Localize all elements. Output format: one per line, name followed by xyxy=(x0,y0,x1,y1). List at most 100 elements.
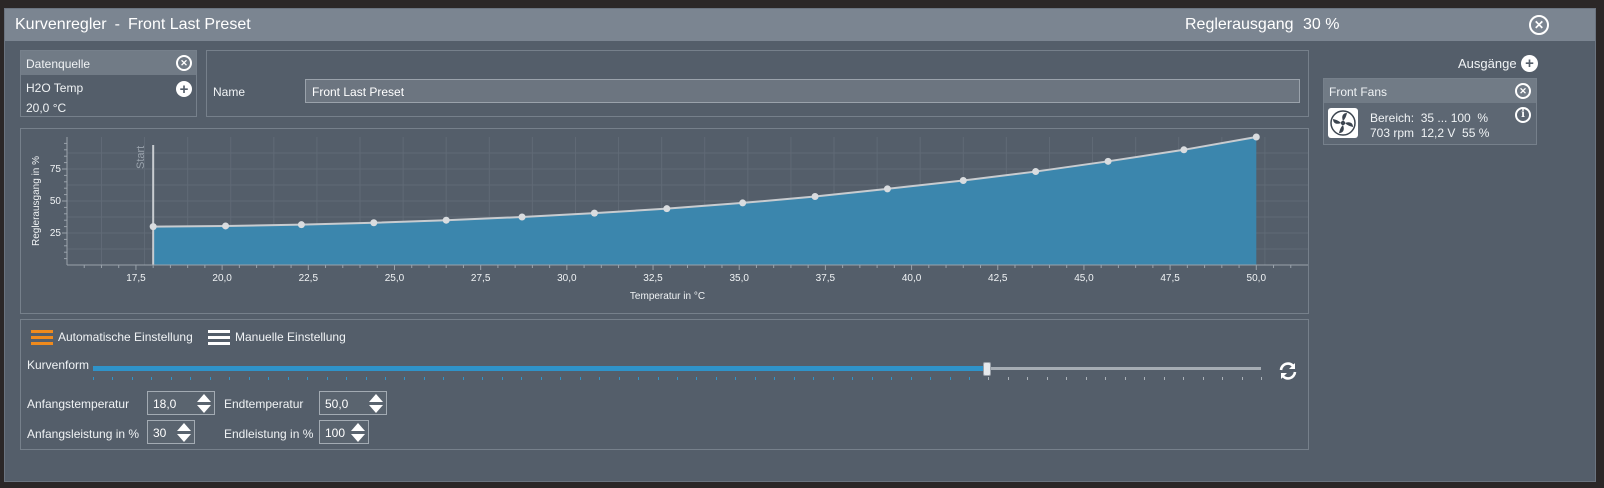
curve-point[interactable] xyxy=(297,221,305,229)
x-tick-label: 22,5 xyxy=(299,273,319,284)
window-title-preset: Front Last Preset xyxy=(127,16,251,33)
window-title-label: Kurvenregler xyxy=(15,16,107,33)
auto-settings-icon xyxy=(31,330,53,346)
slider-tick xyxy=(326,377,328,380)
slider-ticks xyxy=(93,377,1262,381)
slider-tick xyxy=(793,377,795,380)
start-marker-label: Start xyxy=(135,146,147,169)
output-card-title: Front Fans xyxy=(1329,85,1388,99)
curve-controller-window: Kurvenregler - Front Last Preset Regleraus… xyxy=(4,8,1596,482)
slider-tick xyxy=(170,377,172,380)
start-temp-spinner[interactable]: 18,0 xyxy=(147,391,215,415)
curve-chart[interactable]: Start 17,5 20,0 22,5 25,0 27,5 30,0 32,5 35,0 37,… xyxy=(21,129,1308,313)
output-info-button[interactable]: i xyxy=(1515,107,1531,123)
curve-settings-panel: Automatische Einstellung Manuelle Einste… xyxy=(20,319,1309,450)
slider-tick xyxy=(287,377,289,380)
x-tick-label: 27,5 xyxy=(471,273,491,284)
end-power-spinner[interactable]: 100 xyxy=(319,420,369,444)
curve-area xyxy=(153,137,1257,265)
slider-tick xyxy=(307,377,309,380)
window-title: Kurvenregler - Front Last Preset xyxy=(15,16,251,34)
x-tick-label: 32,5 xyxy=(643,273,663,284)
add-datasource-button[interactable]: + xyxy=(176,81,192,97)
slider-tick xyxy=(1027,377,1029,380)
output-range: Bereich: 35 ... 100 % xyxy=(1370,111,1489,125)
curve-point[interactable] xyxy=(222,222,230,230)
remove-output-button[interactable]: ✕ xyxy=(1515,83,1531,99)
slider-tick xyxy=(151,377,153,380)
spinner-arrows-icon[interactable] xyxy=(177,423,191,443)
slider-tick xyxy=(1163,377,1165,380)
slider-tick xyxy=(540,377,542,380)
controller-output-value: 30 % xyxy=(1303,16,1340,33)
end-power-value: 100 xyxy=(325,426,346,440)
slider-tick xyxy=(248,377,250,380)
x-tick-label: 35,0 xyxy=(729,273,749,284)
x-tick-label: 50,0 xyxy=(1247,273,1267,284)
slider-tick xyxy=(93,377,94,380)
fan-icon xyxy=(1328,108,1358,138)
output-card[interactable]: Front Fans ✕ Bereich: 35 ... 100 % 703 r… xyxy=(1323,78,1537,145)
outputs-label: Ausgänge xyxy=(1458,56,1517,71)
x-axis-label: Temperatur in °C xyxy=(630,291,705,302)
curve-point[interactable] xyxy=(959,177,967,185)
start-power-label: Anfangsleistung in % xyxy=(27,427,140,441)
curve-point[interactable] xyxy=(442,216,450,224)
curve-point[interactable] xyxy=(811,193,819,201)
datasource-sensor: H2O Temp xyxy=(26,81,84,95)
slider-tick xyxy=(871,377,873,380)
curve-point[interactable] xyxy=(518,213,526,221)
curve-point[interactable] xyxy=(1104,157,1112,165)
close-window-button[interactable]: ✕ xyxy=(1529,15,1549,35)
title-separator: - xyxy=(114,16,120,33)
remove-datasource-button[interactable]: ✕ xyxy=(176,55,192,71)
manual-setting-option[interactable]: Manuelle Einstellung xyxy=(208,328,358,348)
title-bar: Kurvenregler - Front Last Preset Regleraus… xyxy=(5,9,1595,41)
slider-tick xyxy=(579,377,581,380)
close-icon: ✕ xyxy=(1519,85,1527,96)
close-icon: ✕ xyxy=(180,57,188,68)
spinner-arrows-icon[interactable] xyxy=(369,394,383,414)
curve-point[interactable] xyxy=(1180,146,1188,154)
end-temp-label: Endtemperatur xyxy=(224,397,304,411)
datasource-title: Datenquelle xyxy=(26,57,91,71)
curve-point[interactable] xyxy=(1252,133,1260,141)
x-tick-label: 47,5 xyxy=(1160,273,1180,284)
slider-tick xyxy=(969,377,970,380)
x-tick-label: 20,0 xyxy=(212,273,232,284)
close-icon: ✕ xyxy=(1533,18,1545,32)
slider-tick xyxy=(190,377,192,380)
end-temp-spinner[interactable]: 50,0 xyxy=(319,391,387,415)
add-output-button[interactable]: + xyxy=(1521,55,1538,72)
end-temp-value: 50,0 xyxy=(325,397,349,411)
reset-curve-button[interactable] xyxy=(1277,360,1299,382)
slider-tick xyxy=(268,377,270,380)
curve-point[interactable] xyxy=(1032,168,1040,176)
start-power-value: 30 xyxy=(153,426,167,440)
spinner-arrows-icon[interactable] xyxy=(197,394,211,414)
slider-tick xyxy=(891,377,893,380)
slider-tick xyxy=(1222,377,1224,380)
slider-tick xyxy=(618,377,620,380)
name-input[interactable]: Front Last Preset xyxy=(305,79,1300,103)
slider-fill xyxy=(93,366,987,371)
curve-point[interactable] xyxy=(663,205,671,213)
slider-tick xyxy=(852,377,854,380)
auto-setting-option[interactable]: Automatische Einstellung xyxy=(31,328,201,348)
curve-point[interactable] xyxy=(590,209,598,217)
end-power-label: Endleistung in % xyxy=(224,427,314,441)
start-power-spinner[interactable]: 30 xyxy=(147,420,195,444)
slider-tick xyxy=(365,377,367,380)
curve-shape-slider[interactable] xyxy=(93,362,1262,384)
curve-point[interactable] xyxy=(370,219,378,227)
curve-point[interactable] xyxy=(739,199,747,207)
slider-tick xyxy=(715,377,717,380)
slider-tick xyxy=(229,377,231,380)
curve-point[interactable] xyxy=(883,185,891,193)
y-axis-label: Reglerausgang in % xyxy=(31,156,42,246)
slider-tick xyxy=(521,377,523,380)
spinner-arrows-icon[interactable] xyxy=(351,423,365,443)
curve-point[interactable] xyxy=(149,223,157,231)
slider-tick xyxy=(696,377,698,380)
slider-thumb[interactable] xyxy=(982,362,991,376)
